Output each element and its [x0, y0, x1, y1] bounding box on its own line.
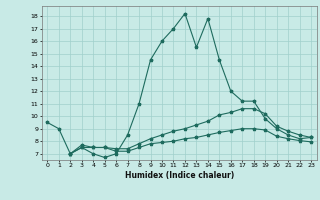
X-axis label: Humidex (Indice chaleur): Humidex (Indice chaleur): [124, 171, 234, 180]
